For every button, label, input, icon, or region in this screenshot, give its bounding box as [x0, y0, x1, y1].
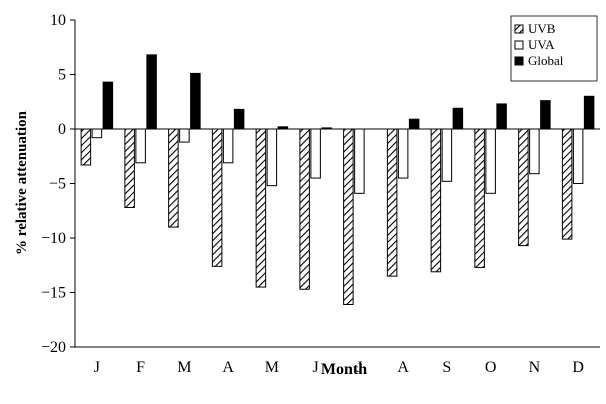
legend-swatch-uvb [514, 24, 524, 34]
x-tick-label: O [485, 359, 497, 376]
x-tick-label: J [356, 359, 362, 376]
bar-uva [397, 128, 409, 179]
bar-uvb [168, 128, 179, 228]
bars-layer [80, 54, 595, 305]
y-tick-label: −10 [41, 230, 66, 247]
bar-uva [572, 128, 584, 184]
x-tick-label: J [94, 359, 100, 376]
bar-global [146, 54, 157, 130]
bar-global [190, 72, 201, 130]
x-tick-label: S [442, 359, 451, 376]
bar-uvb [518, 128, 529, 247]
legend-swatch-global [514, 56, 524, 66]
bar-uvb [255, 128, 267, 288]
bar-uvb [343, 128, 354, 305]
bar-uvb [80, 128, 92, 166]
bar-uvb [211, 128, 223, 267]
x-tick-label: M [265, 359, 279, 376]
bar-uvb [299, 128, 310, 290]
bar-uva [310, 128, 321, 179]
x-tick-label: A [397, 359, 409, 376]
y-axis-title: % relative attenuation [14, 110, 30, 255]
bar-uva [179, 128, 190, 143]
legend-box [510, 15, 598, 82]
bar-global [540, 100, 551, 130]
bar-uvb [124, 128, 135, 208]
bar-uva [354, 128, 365, 194]
bar-uvb [561, 128, 573, 240]
legend-label-global: Global [528, 53, 564, 68]
labels-layer: Month % relative attenuation [14, 110, 367, 378]
bar-uva [529, 128, 540, 175]
x-tick-label: N [529, 359, 541, 376]
legend-label-uvb: UVB [528, 21, 556, 36]
x-tick-label: M [177, 359, 191, 376]
legend-label-uva: UVA [528, 37, 555, 52]
bar-uva [441, 128, 453, 182]
bar-uva [91, 128, 103, 139]
bar-uvb [386, 128, 398, 277]
y-tick-label: 0 [58, 121, 66, 138]
y-tick-label: 5 [58, 67, 66, 84]
bar-global [408, 118, 420, 130]
axes-layer: 10 5 0 −5 −10 −15 −20 J F M A M J J A S O N D [41, 12, 600, 376]
bar-uvb [474, 128, 485, 268]
bar-uva [135, 128, 146, 164]
bar-uva [266, 128, 278, 187]
bar-uva [222, 128, 234, 164]
bar-global [452, 107, 464, 130]
y-tick-label: −20 [41, 339, 66, 356]
x-tick-label: F [136, 359, 145, 376]
bar-uvb [430, 128, 442, 273]
x-axis-title: Month [321, 361, 367, 378]
legend-swatch-uva [514, 40, 524, 50]
y-tick-label: −15 [41, 285, 66, 302]
x-tick-label: A [222, 359, 234, 376]
bar-global [583, 95, 595, 130]
bar-uva [485, 128, 496, 194]
y-tick-label: −5 [49, 176, 66, 193]
y-tick-label: 10 [50, 12, 66, 29]
bar-global [233, 108, 245, 130]
bar-global [102, 81, 114, 130]
x-tick-label: D [572, 359, 584, 376]
x-tick-label: J [313, 359, 319, 376]
bar-global [496, 103, 507, 130]
